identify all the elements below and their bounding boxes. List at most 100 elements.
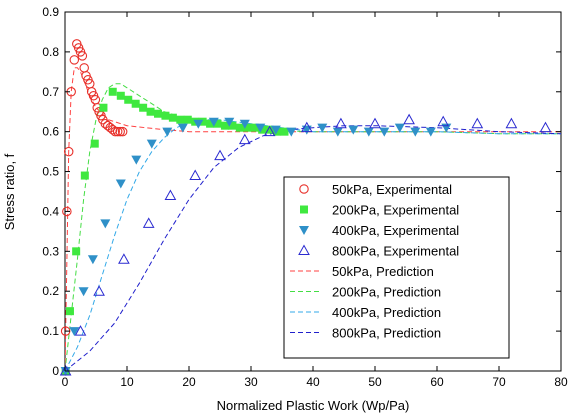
- data-point: [437, 115, 450, 127]
- data-point: [213, 119, 222, 128]
- data-point: [131, 155, 142, 165]
- data-point: [270, 125, 281, 135]
- prediction-line-3: [65, 125, 561, 371]
- data-point: [332, 127, 343, 137]
- data-point: [394, 123, 405, 133]
- data-point: [193, 119, 204, 129]
- legend-label: 200kPa, Experimental: [332, 203, 459, 218]
- data-point: [63, 146, 74, 157]
- data-point: [265, 125, 274, 134]
- data-point: [263, 125, 276, 137]
- y-tick-label: 0.6: [42, 125, 59, 139]
- legend: 50kPa, Experimental 200kPa, Experimental 4…: [283, 176, 510, 359]
- x-tick-label: 10: [120, 375, 134, 389]
- data-point: [168, 113, 177, 122]
- x-tick-label: 40: [306, 375, 320, 389]
- data-point: [131, 99, 140, 108]
- y-tick-label: 0.8: [42, 45, 59, 59]
- data-point: [107, 124, 118, 135]
- data-point: [214, 149, 226, 161]
- x-tick-label: 0: [62, 375, 69, 389]
- legend-label: 800kPa, Prediction: [332, 326, 441, 341]
- legend-label: 50kPa, Experimental: [332, 182, 452, 197]
- data-point: [142, 217, 155, 228]
- data-point: [206, 119, 215, 128]
- data-point: [255, 123, 266, 133]
- data-point: [74, 325, 87, 336]
- data-point: [146, 139, 157, 149]
- data-point: [154, 109, 162, 118]
- x-tick-label: 60: [430, 375, 444, 389]
- legend-label: 200kPa, Prediction: [332, 285, 441, 300]
- data-point: [115, 179, 126, 189]
- x-tick-label: 30: [244, 375, 258, 389]
- x-tick-label: 70: [492, 375, 506, 389]
- data-point: [115, 126, 125, 137]
- data-point: [317, 123, 328, 133]
- legend-label: 400kPa, Prediction: [332, 305, 441, 320]
- data-point: [69, 55, 80, 65]
- data-point: [108, 87, 117, 96]
- data-point: [189, 169, 202, 181]
- x-axis-label: Normalized Plastic Work (Wp/Pa): [217, 398, 410, 413]
- data-point: [224, 117, 235, 127]
- x-tick-label: 20: [182, 375, 196, 389]
- data-point: [539, 121, 552, 133]
- legend-marker: [299, 226, 309, 235]
- y-tick-label: 0: [52, 364, 59, 378]
- data-point: [99, 103, 108, 112]
- data-point: [72, 247, 81, 256]
- data-point: [65, 307, 74, 316]
- legend-marker: [300, 205, 308, 214]
- y-tick-label: 0.7: [42, 85, 59, 99]
- data-point: [198, 117, 207, 126]
- x-tick-label: 50: [368, 375, 382, 389]
- data-point: [220, 121, 229, 130]
- data-point: [117, 126, 128, 137]
- data-point: [177, 123, 188, 133]
- x-tick-label: 80: [554, 375, 568, 389]
- legend-marker: [299, 184, 309, 194]
- data-point: [410, 127, 421, 137]
- experimental-series-0: [60, 39, 128, 336]
- data-point: [116, 91, 125, 100]
- data-point: [235, 123, 244, 132]
- data-point: [110, 126, 120, 137]
- experimental-series-3: [59, 113, 552, 376]
- data-point: [286, 127, 297, 137]
- data-point: [176, 115, 185, 124]
- axes: 0 10 20 30 40 50 60 70 80 0 0.1 0.2 0.3 0.4 0.5 0.6 0.7 0…: [42, 5, 568, 389]
- data-point: [77, 51, 88, 61]
- data-point: [280, 127, 289, 136]
- data-point: [80, 171, 89, 180]
- data-point: [87, 255, 98, 265]
- y-tick-label: 0.1: [42, 324, 59, 338]
- data-point: [379, 127, 390, 137]
- legend-marker: [298, 244, 310, 255]
- data-point: [69, 327, 80, 337]
- data-point: [425, 127, 436, 137]
- legend-label: 800kPa, Experimental: [332, 244, 459, 259]
- data-point: [62, 206, 72, 217]
- y-tick-label: 0.9: [42, 5, 59, 19]
- data-point: [239, 119, 250, 129]
- data-point: [162, 127, 173, 137]
- legend-box: [283, 176, 510, 359]
- y-tick-label: 0.5: [42, 165, 59, 179]
- data-point: [348, 125, 359, 135]
- data-point: [146, 107, 155, 116]
- data-point: [471, 117, 484, 129]
- data-point: [300, 121, 313, 133]
- data-point: [228, 121, 237, 130]
- y-tick-label: 0.2: [42, 284, 59, 298]
- data-point: [505, 117, 518, 129]
- data-point: [124, 95, 133, 104]
- y-tick-label: 0.3: [42, 244, 59, 258]
- data-point: [164, 189, 177, 200]
- prediction-line-1: [65, 83, 561, 371]
- data-point: [369, 117, 381, 129]
- data-marks: [59, 39, 561, 376]
- data-point: [161, 111, 170, 120]
- y-tick-label: 0.4: [42, 204, 59, 218]
- data-point: [250, 123, 259, 132]
